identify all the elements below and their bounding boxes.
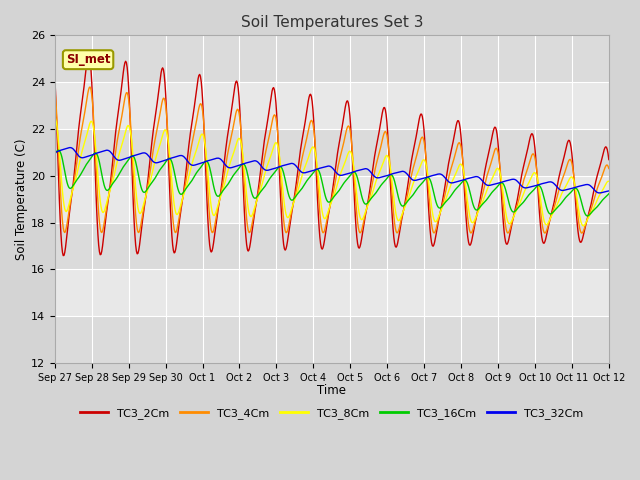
TC3_2Cm bbox=[61, 244, 69, 250]
TC3_4Cm bbox=[416, 139, 424, 145]
TC3_4Cm bbox=[86, 84, 94, 90]
TC3_32Cm bbox=[400, 168, 408, 174]
TC3_8Cm bbox=[118, 143, 125, 148]
Y-axis label: Soil Temperature (C): Soil Temperature (C) bbox=[15, 138, 28, 260]
TC3_32Cm bbox=[119, 156, 127, 162]
TC3_16Cm bbox=[416, 182, 424, 188]
Legend: TC3_2Cm, TC3_4Cm, TC3_8Cm, TC3_16Cm, TC3_32Cm: TC3_2Cm, TC3_4Cm, TC3_8Cm, TC3_16Cm, TC3… bbox=[76, 403, 588, 423]
TC3_2Cm bbox=[51, 72, 59, 78]
TC3_16Cm bbox=[175, 189, 182, 194]
TC3_32Cm bbox=[175, 153, 182, 159]
TC3_4Cm bbox=[175, 216, 182, 222]
Line: TC3_8Cm: TC3_8Cm bbox=[55, 117, 609, 226]
TC3_16Cm bbox=[605, 191, 612, 197]
TC3_16Cm bbox=[400, 203, 408, 208]
TC3_4Cm bbox=[605, 166, 612, 171]
X-axis label: Time: Time bbox=[317, 384, 346, 397]
Line: TC3_16Cm: TC3_16Cm bbox=[55, 150, 609, 216]
Line: TC3_2Cm: TC3_2Cm bbox=[55, 55, 609, 255]
TC3_8Cm bbox=[174, 211, 182, 216]
TC3_16Cm bbox=[51, 152, 59, 157]
Title: Soil Temperatures Set 3: Soil Temperatures Set 3 bbox=[241, 15, 423, 30]
TC3_4Cm bbox=[51, 86, 59, 92]
Bar bbox=[55, 223, 609, 269]
Line: TC3_4Cm: TC3_4Cm bbox=[55, 87, 609, 233]
TC3_2Cm bbox=[120, 69, 127, 75]
TC3_16Cm bbox=[119, 165, 127, 171]
TC3_4Cm bbox=[119, 109, 127, 115]
TC3_4Cm bbox=[400, 206, 408, 212]
TC3_2Cm bbox=[417, 111, 424, 117]
TC3_8Cm bbox=[204, 164, 211, 170]
TC3_8Cm bbox=[51, 114, 59, 120]
TC3_32Cm bbox=[204, 158, 212, 164]
Line: TC3_32Cm: TC3_32Cm bbox=[55, 147, 609, 193]
TC3_8Cm bbox=[61, 206, 68, 212]
TC3_32Cm bbox=[61, 146, 68, 152]
Bar bbox=[55, 36, 609, 82]
TC3_32Cm bbox=[605, 188, 612, 194]
TC3_32Cm bbox=[596, 190, 604, 196]
TC3_4Cm bbox=[61, 229, 68, 235]
TC3_16Cm bbox=[61, 173, 69, 179]
TC3_2Cm bbox=[205, 233, 212, 239]
TC3_8Cm bbox=[415, 166, 423, 172]
TC3_32Cm bbox=[51, 150, 59, 156]
Text: SI_met: SI_met bbox=[66, 53, 110, 66]
TC3_4Cm bbox=[578, 230, 586, 236]
TC3_8Cm bbox=[580, 223, 588, 228]
TC3_4Cm bbox=[204, 193, 212, 199]
TC3_8Cm bbox=[399, 208, 407, 214]
TC3_16Cm bbox=[584, 213, 591, 219]
TC3_32Cm bbox=[67, 144, 74, 150]
TC3_16Cm bbox=[55, 147, 63, 153]
TC3_32Cm bbox=[416, 176, 424, 182]
TC3_2Cm bbox=[176, 217, 184, 223]
Bar bbox=[55, 129, 609, 176]
TC3_2Cm bbox=[605, 157, 612, 163]
TC3_2Cm bbox=[85, 52, 93, 58]
TC3_2Cm bbox=[401, 202, 408, 207]
TC3_16Cm bbox=[204, 160, 212, 166]
TC3_8Cm bbox=[605, 179, 612, 184]
TC3_2Cm bbox=[60, 252, 67, 258]
Bar bbox=[55, 316, 609, 363]
